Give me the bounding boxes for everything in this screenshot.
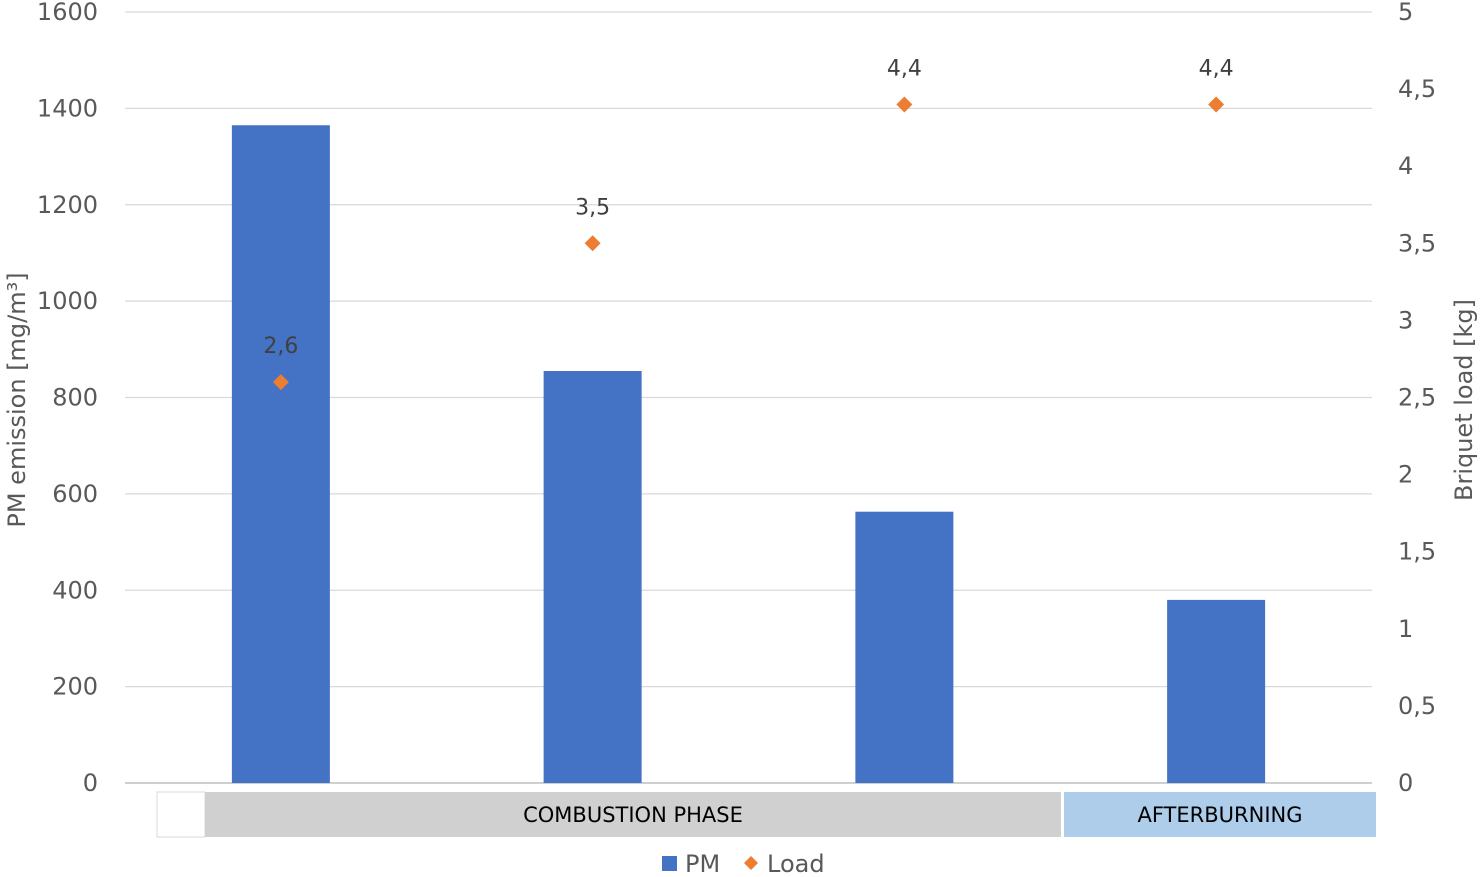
right-tick-label: 2,5 <box>1398 384 1436 412</box>
right-tick-label: 1 <box>1398 615 1413 643</box>
right-tick-label: 1,5 <box>1398 538 1436 566</box>
phase-band: COMBUSTION PHASE AFTERBURNING <box>156 791 1376 838</box>
load-data-label: 2,6 <box>263 334 298 359</box>
load-marker <box>896 96 913 113</box>
right-tick-label: 4,5 <box>1398 75 1436 103</box>
legend-load-label: Load <box>767 850 825 877</box>
phase-label: COMBUSTION PHASE <box>523 803 743 827</box>
load-data-label: 4,4 <box>887 57 922 82</box>
load-marker <box>272 374 289 391</box>
legend-pm-swatch <box>662 856 677 871</box>
load-markers: 2,6 3,5 4,4 4,4 <box>263 57 1234 391</box>
legend-pm-label: PM <box>685 850 720 877</box>
phase-segment <box>205 792 1061 837</box>
gridlines <box>125 11 1372 784</box>
right-tick-label: 4 <box>1398 152 1413 180</box>
right-tick-label: 3,5 <box>1398 229 1436 257</box>
pm-bar <box>855 511 954 783</box>
left-axis-title: PM emission [mg/m³] <box>3 272 31 527</box>
right-axis-ticks: 0 0,5 1 1,5 2 2,5 3 3,5 4 4,5 5 <box>1398 0 1436 797</box>
left-tick-label: 1200 <box>37 191 98 219</box>
pm-bars <box>231 125 1266 784</box>
left-tick-label: 200 <box>52 673 98 701</box>
load-marker <box>584 235 601 252</box>
left-tick-label: 400 <box>52 576 98 604</box>
left-tick-label: 1600 <box>37 0 98 26</box>
pm-bar <box>231 125 330 784</box>
pm-bar <box>1167 599 1266 783</box>
phase-segment <box>156 791 206 838</box>
left-axis-ticks: 0 200 400 600 800 1000 1200 1400 1600 <box>37 0 98 797</box>
right-tick-label: 0,5 <box>1398 692 1436 720</box>
load-marker <box>1208 96 1225 113</box>
load-data-label: 4,4 <box>1199 57 1234 82</box>
pm-bar <box>543 370 642 783</box>
left-tick-label: 1000 <box>37 287 98 315</box>
left-tick-label: 0 <box>83 769 98 797</box>
left-tick-label: 800 <box>52 384 98 412</box>
legend: PM Load <box>662 850 825 877</box>
phase-segment <box>1064 792 1376 837</box>
right-tick-label: 0 <box>1398 769 1413 797</box>
legend-load-marker <box>744 856 758 870</box>
right-tick-label: 3 <box>1398 306 1413 334</box>
phase-label: AFTERBURNING <box>1137 803 1302 827</box>
load-data-label: 3,5 <box>575 195 610 220</box>
left-tick-label: 600 <box>52 480 98 508</box>
left-tick-label: 1400 <box>37 94 98 122</box>
right-axis-title: Briquet load [kg] <box>1450 299 1478 501</box>
right-tick-label: 5 <box>1398 0 1413 26</box>
right-tick-label: 2 <box>1398 461 1413 489</box>
